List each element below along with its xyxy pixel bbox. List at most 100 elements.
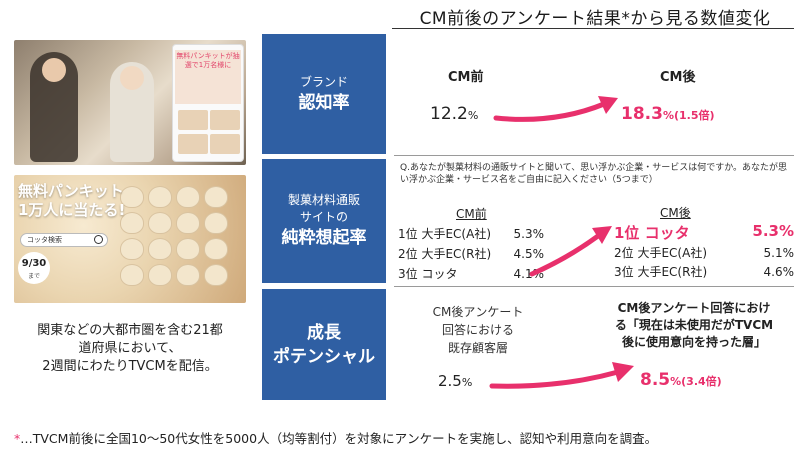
- caption-line: 2週間にわたりTVCMを配信。: [42, 359, 218, 374]
- arrow-head: [598, 96, 618, 114]
- value-unit: %: [461, 376, 473, 389]
- heading-line: 後に使用意向を持った層」: [621, 335, 766, 349]
- awareness-after-value: 18.3%(1.5倍): [621, 104, 715, 124]
- rank-name: コッタ: [644, 224, 690, 242]
- heading-line: 既存顧客層: [447, 341, 508, 355]
- bear-bun: [176, 238, 200, 260]
- campaign-headline-line1: 無料パンキット: [18, 182, 124, 200]
- label-big: 認知率: [298, 92, 350, 113]
- ranking-row: 1位 大手EC(A社) 5.3%: [398, 224, 544, 244]
- bear-bun: [204, 186, 228, 208]
- campaign-headline-line2: 1万人に当たる!: [18, 201, 126, 219]
- label-big: 成長: [307, 322, 341, 343]
- after-heading: CM後: [660, 70, 696, 85]
- rank-name: 大手EC(A社): [421, 227, 492, 241]
- bear-bun: [204, 238, 228, 260]
- phone-product-card: [210, 110, 240, 130]
- awareness-before-value: 12.2%: [430, 104, 478, 124]
- caption-line: 道府県において、: [78, 341, 182, 356]
- after-heading: CM後アンケート回答におけ る「現在は未使用だがTVCM 後に使用意向を持った層…: [596, 300, 792, 351]
- label-small: サイトの: [299, 210, 348, 224]
- title-underline: [392, 28, 794, 29]
- footnote: *…TVCM前後に全国10〜50代女性を5000人（均等割付）を対象にアンケート…: [14, 428, 794, 447]
- recall-after-ranking: 2位 大手EC(A社) 5.1% 3位 大手EC(R社) 4.6%: [614, 244, 794, 282]
- value-unit: %(3.4倍): [670, 375, 722, 388]
- bear-bun: [176, 186, 200, 208]
- rank-label: 2位 大手EC(R社): [398, 244, 491, 264]
- rank-number: 2位: [398, 247, 418, 261]
- section-divider: [394, 286, 794, 287]
- heading-line: CM後アンケート: [432, 305, 524, 319]
- ranking-row: 3位 コッタ 4.1%: [398, 264, 544, 284]
- rank-label: 1位 大手EC(A社): [398, 224, 491, 244]
- heading-line: る「現在は未使用だがTVCM: [614, 318, 774, 332]
- bear-bun: [120, 238, 144, 260]
- recall-after-top-rank: 1位 コッタ 5.3%: [614, 222, 794, 243]
- rank-label: 3位 大手EC(R社): [614, 263, 707, 282]
- ranking-row: 3位 大手EC(R社) 4.6%: [614, 263, 794, 282]
- rank-label: 3位 コッタ: [398, 264, 457, 284]
- arrow-head: [612, 362, 634, 382]
- bear-bun: [148, 186, 172, 208]
- bear-bun: [176, 212, 200, 234]
- after-heading: CM後: [660, 206, 691, 220]
- label-brand-awareness: ブランド 認知率: [262, 34, 386, 154]
- before-heading: CM後アンケート 回答における 既存顧客層: [398, 303, 558, 357]
- rank-value: 5.3%: [752, 222, 794, 240]
- growth-before-value: 2.5%: [438, 372, 472, 390]
- value-number: 8.5: [640, 370, 671, 390]
- survey-question: Q.あなたが製菓材料の通販サイトと聞いて、思い浮かぶ企業・サービスは何ですか。あ…: [400, 163, 788, 185]
- rank-number: 3位: [398, 267, 418, 281]
- rank-label: 2位 大手EC(A社): [614, 244, 707, 263]
- recall-before-ranking: 1位 大手EC(A社) 5.3% 2位 大手EC(R社) 4.5% 3位 コッタ…: [398, 224, 544, 284]
- footnote-mark: *: [14, 431, 21, 446]
- child-face: [120, 66, 144, 90]
- growth-after-value: 8.5%(3.4倍): [640, 370, 722, 390]
- deadline-date: 9/30: [21, 258, 47, 269]
- page-title: CM前後のアンケート結果*から見る数値変化: [419, 9, 771, 29]
- label-big: 純粋想起率: [281, 228, 367, 248]
- rank-number: 1位: [398, 227, 418, 241]
- rank-value: 5.3%: [513, 227, 545, 241]
- rank-value: 4.6%: [763, 265, 795, 279]
- value-number: 18.3: [621, 104, 663, 124]
- bear-bun: [120, 186, 144, 208]
- bear-bun: [204, 212, 228, 234]
- rank-label: 1位 コッタ: [614, 222, 690, 243]
- label-big: ポテンシャル: [273, 346, 375, 367]
- value-unit: %(1.5倍): [662, 109, 715, 122]
- deadline-badge: 9/30 まで: [18, 252, 50, 284]
- before-heading: CM前: [448, 70, 484, 85]
- section-divider: [394, 155, 794, 156]
- ranking-row: 2位 大手EC(R社) 4.5%: [398, 244, 544, 264]
- arrow-awareness: [493, 101, 607, 122]
- bear-bun: [120, 264, 144, 286]
- phone-banner-text: 無料パンキットが抽選で1万名様に: [176, 52, 240, 69]
- bear-bun: [148, 238, 172, 260]
- before-heading: CM前: [456, 207, 487, 221]
- rank-name: コッタ: [421, 267, 458, 281]
- phone-product-card: [178, 110, 208, 130]
- label-unaided-recall: 製菓材料通販 サイトの 純粋想起率: [262, 159, 386, 283]
- label-growth-potential: 成長 ポテンシャル: [262, 289, 386, 400]
- phone-product-card: [178, 134, 208, 154]
- deadline-suffix: まで: [27, 273, 40, 280]
- label-small: 製菓材料通販: [287, 193, 360, 207]
- caption-line: 関東などの大都市圏を含む21都: [37, 323, 223, 338]
- arrow-growth: [489, 369, 621, 389]
- arrow-head: [592, 226, 612, 244]
- value-unit: %: [467, 109, 479, 122]
- rank-name: 大手EC(R社): [421, 247, 492, 261]
- ranking-row: 2位 大手EC(A社) 5.1%: [614, 244, 794, 263]
- search-bar-graphic: コッタ検索: [20, 233, 108, 247]
- footnote-text: …TVCM前後に全国10〜50代女性を5000人（均等割付）を対象にアンケートを…: [20, 431, 658, 446]
- bear-bun: [148, 264, 172, 286]
- arrow-recall: [529, 233, 601, 277]
- heading-line: CM後アンケート回答におけ: [617, 301, 771, 315]
- rank-number: 2位: [614, 246, 634, 260]
- rank-value: 4.5%: [513, 247, 545, 261]
- rank-name: 大手EC(R社): [637, 265, 708, 279]
- campaign-headline: 無料パンキット 1万人に当たる!: [18, 182, 125, 220]
- rank-number: 3位: [614, 265, 634, 279]
